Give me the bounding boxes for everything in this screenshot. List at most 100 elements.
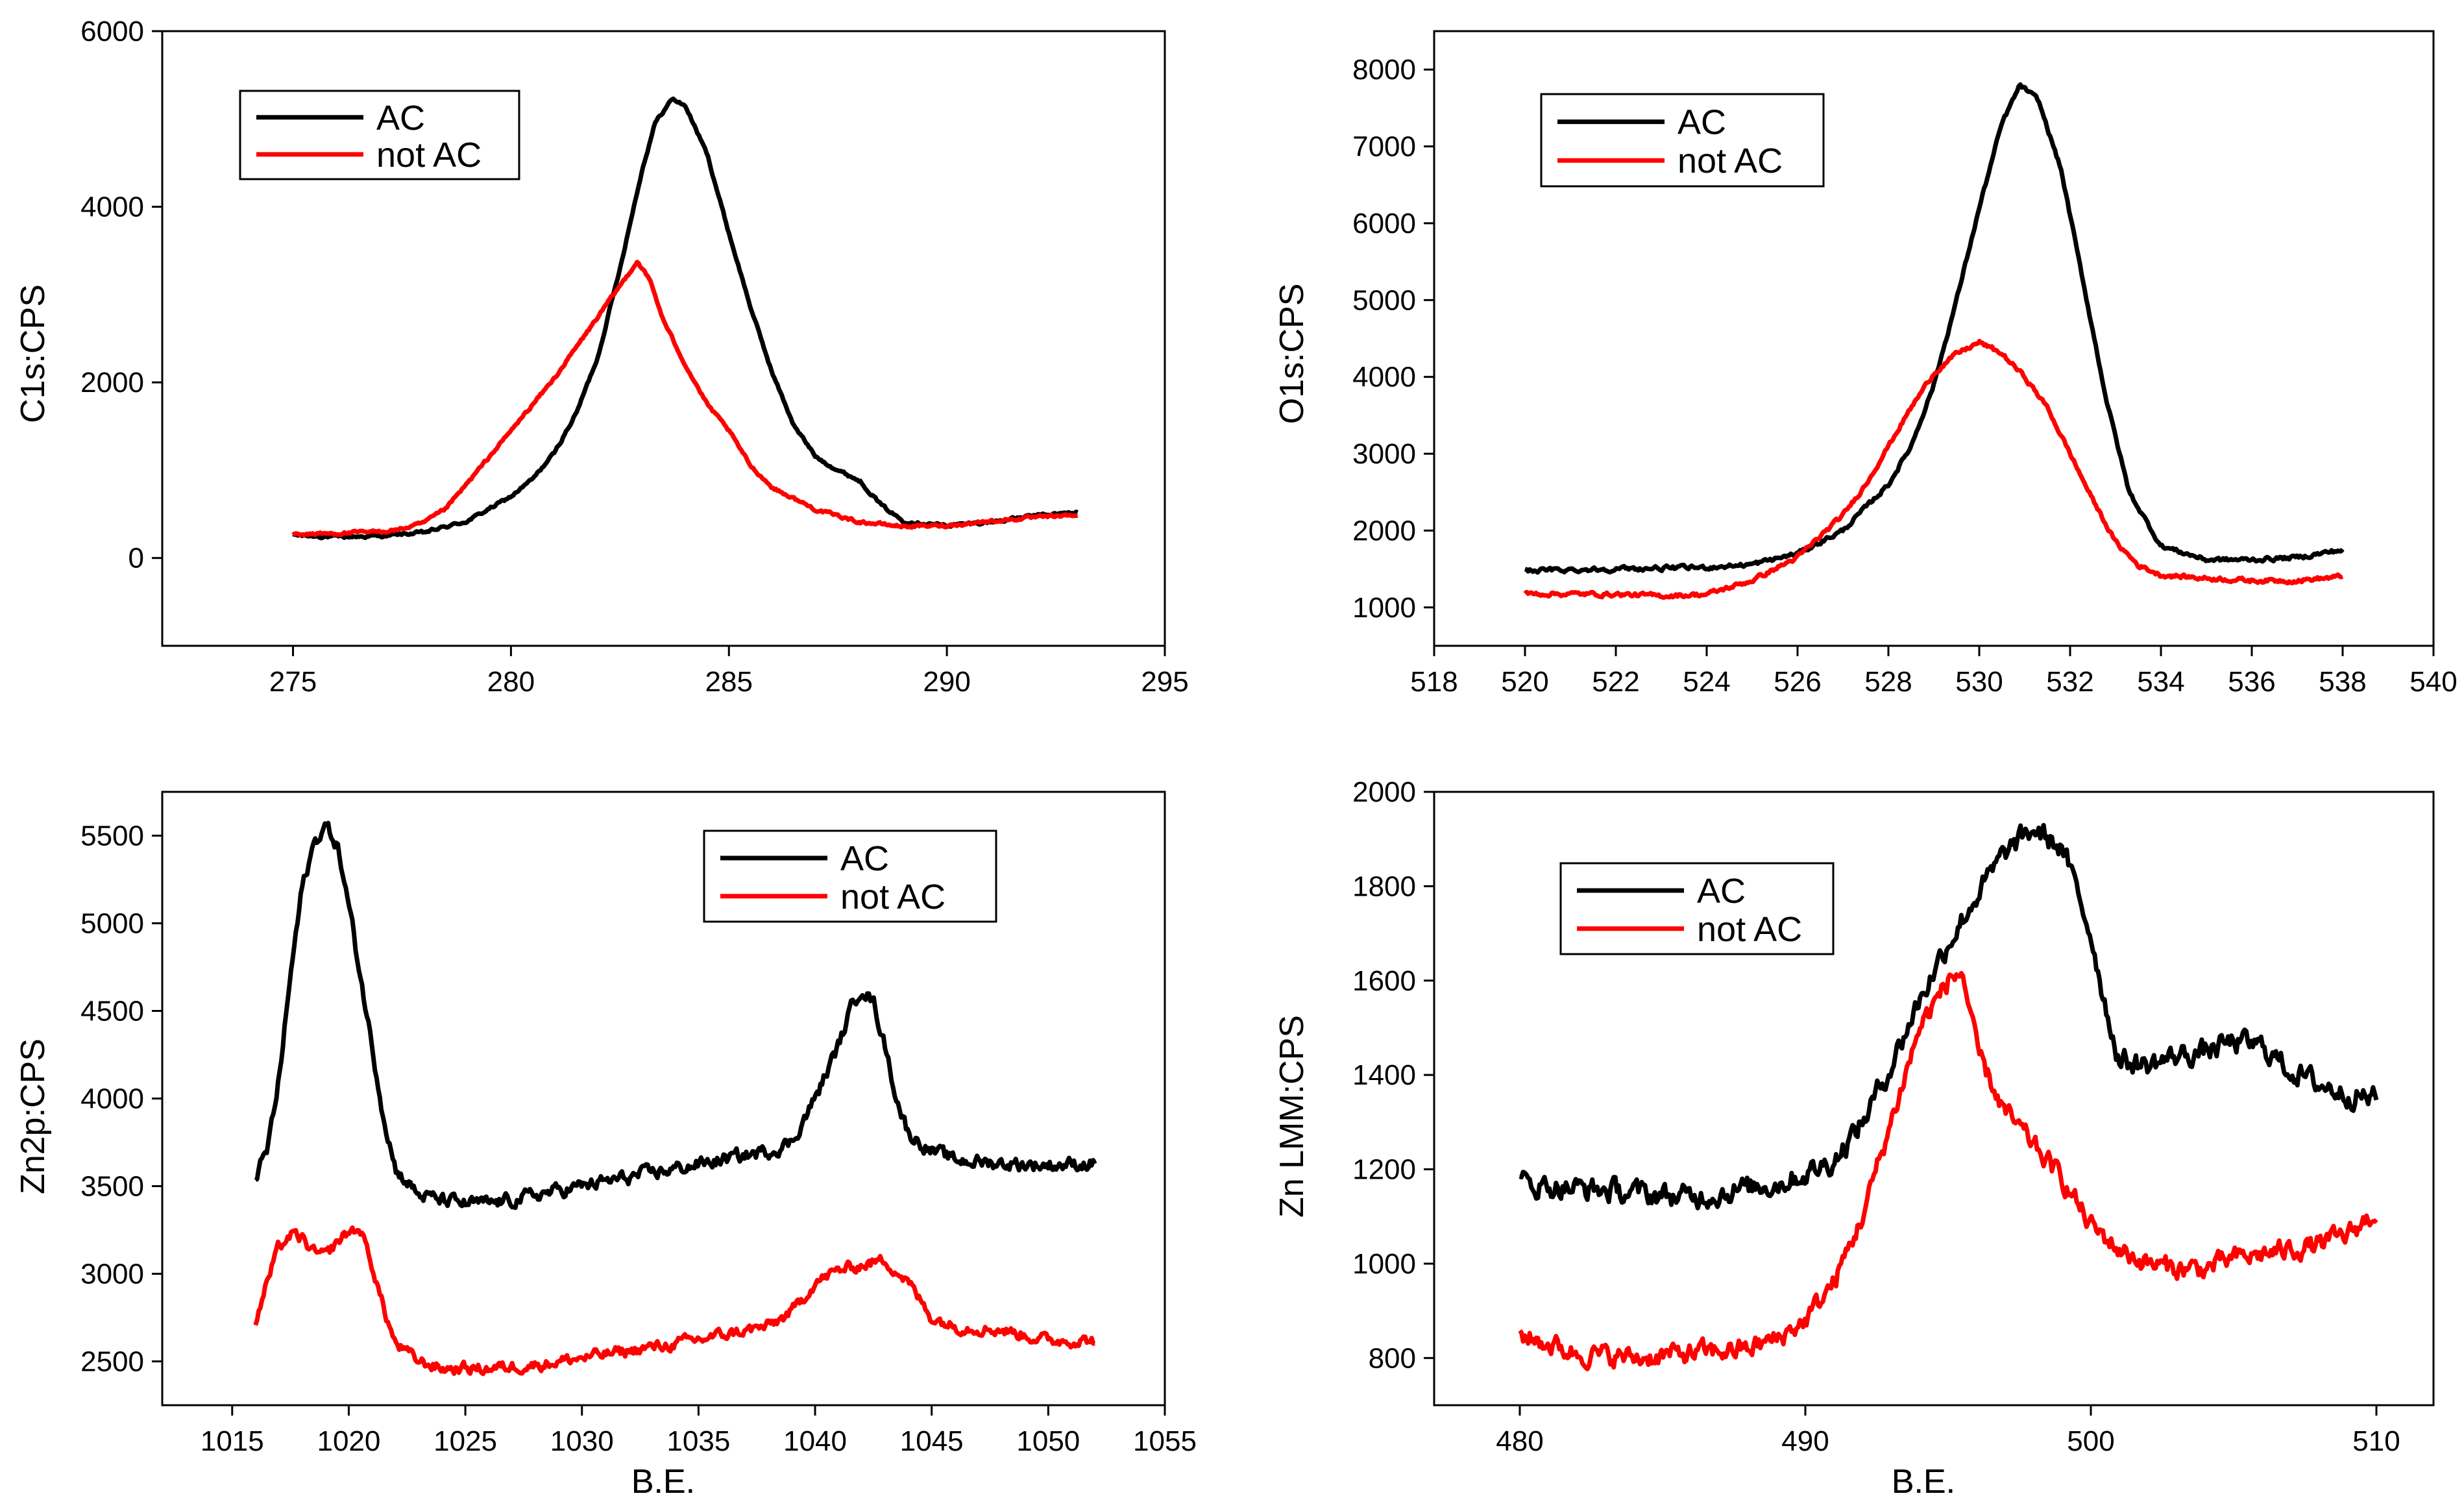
panel-o1s: 518 520 522 524 526 528 530 532 534 536 538 540 1000… [1273,30,2458,1501]
c1s-x-tick-label: 275 [269,666,317,698]
c1s-y-tick-label: 0 [128,543,144,574]
zn2p-legend-label-ac: AC [840,839,889,878]
zn2p-x-tick-label: 1025 [433,1425,497,1457]
o1s-plot-area: 518 520 522 524 526 528 530 532 534 536 538 540 1000… [1352,30,2458,698]
c1s-y-tick-label: 4000 [80,191,144,223]
zn2p-x-tick-label: 1050 [1016,1425,1080,1457]
o1s-x-tick-label: 530 [1955,666,2003,698]
c1s-x-tick-label: 295 [1141,666,1188,698]
o1s-x-tick-label: 534 [2137,666,2184,698]
zn2p-y-tick-label: 2500 [80,1346,144,1378]
o1s-y-tick-label: 6000 [1352,208,1416,240]
zn2p-x-tick-label: 1020 [317,1425,380,1457]
znlmm-y-tick-label: 2000 [1352,776,1416,808]
c1s-x-tick-label: 280 [487,666,535,698]
zn2p-x-tick-label: 1045 [900,1425,964,1457]
zn2p-x-tick-label: 1030 [550,1425,614,1457]
znlmm-y-tick-label: 1600 [1352,965,1416,997]
zn2p-y-tick-label: 4500 [80,996,144,1027]
c1s-series-not-ac-line [291,260,1079,537]
o1s-legend-box [1540,93,1825,188]
zn2p-y-tick-label: 4000 [80,1083,144,1115]
znlmm-y-tick-label: 800 [1369,1342,1416,1374]
o1s-y-tick-label: 3000 [1352,438,1416,470]
o1s-x-tick-label: 526 [1774,666,1821,698]
znlmm-plot-frame [1433,791,2435,1407]
o1s-x-tick-label: 536 [2228,666,2275,698]
znlmm-x-tick-label: 510 [2352,1425,2400,1457]
znlmm-y-axis-title: Zn LMM:CPS [1273,1015,1311,1218]
znlmm-legend-box [1559,862,1835,955]
o1s-series-not-ac-line [1523,339,2344,600]
zn2p-x-tick-label: 1035 [666,1425,730,1457]
o1s-x-tick-label: 520 [1501,666,1548,698]
zn2p-x-axis-title: B.E. [631,1463,695,1501]
o1s-x-tick-label: 540 [2409,666,2457,698]
zn2p-x-tick-label: 1055 [1133,1425,1197,1457]
o1s-x-tick-label: 532 [2046,666,2093,698]
znlmm-x-axis-title: B.E. [1892,1463,1955,1501]
zn2p-legend-label-not-ac: not AC [840,878,945,916]
o1s-legend-label-not-ac: not AC [1677,141,1783,180]
o1s-x-tick-label: 522 [1592,666,1639,698]
znlmm-legend-label-ac: AC [1697,872,1746,911]
znlmm-series-not-ac-line [1518,970,2378,1371]
o1s-y-tick-label: 5000 [1352,284,1416,316]
o1s-x-tick-label: 538 [2319,666,2366,698]
o1s-y-tick-label: 8000 [1352,54,1416,86]
o1s-plot-frame [1433,30,2435,647]
o1s-series-ac-line [1524,82,2345,575]
znlmm-y-tick-label: 1800 [1352,870,1416,902]
zn2p-y-tick-label: 5500 [80,820,144,852]
znlmm-y-tick-label: 1200 [1352,1154,1416,1186]
zn2p-series-not-ac-line [253,1225,1096,1377]
zn2p-y-tick-label: 3000 [80,1259,144,1290]
znlmm-plot-area: 480 490 500 510 800 1000 1200 1400 1600 1800 2000 A… [1352,776,2435,1457]
o1s-y-axis-title: O1s:CPS [1273,284,1311,424]
zn2p-y-tick-label: 5000 [80,908,144,940]
c1s-legend-box [239,90,520,180]
c1s-x-axis-title: B.E. [631,1463,695,1501]
panel-zn2p: 1015 1020 1025 1030 1035 1040 1045 1050 1055 2500… [14,791,1197,1501]
o1s-y-tick-label: 7000 [1352,131,1416,163]
c1s-x-tick-label: 290 [923,666,970,698]
znlmm-x-tick-label: 490 [1781,1425,1829,1457]
znlmm-y-tick-label: 1400 [1352,1059,1416,1091]
c1s-legend-label-not-ac: not AC [376,136,482,175]
o1s-legend-label-ac: AC [1677,103,1726,142]
o1s-x-tick-label: 524 [1683,666,1730,698]
znlmm-y-tick-label: 1000 [1352,1248,1416,1280]
znlmm-legend-label-not-ac: not AC [1697,910,1802,949]
panel-znlmm: 480 490 500 510 800 1000 1200 1400 1600 1800 2000 A… [1273,776,2435,1501]
znlmm-series-ac-line [1519,822,2379,1210]
zn2p-y-axis-title: Zn2p:CPS [14,1038,52,1194]
c1s-x-tick-label: 285 [705,666,753,698]
zn2p-x-tick-label: 1040 [783,1425,847,1457]
c1s-legend-label-ac: AC [376,99,425,138]
zn2p-plot-area: 1015 1020 1025 1030 1035 1040 1045 1050 1055 2500… [80,791,1197,1457]
c1s-y-tick-label: 2000 [80,367,144,399]
o1s-x-tick-label: 518 [1410,666,1458,698]
c1s-plot-frame [161,30,1166,647]
c1s-y-axis-title: C1s:CPS [14,284,52,423]
zn2p-series-ac-line [254,820,1097,1210]
o1s-x-axis-title: B.E. [1892,1463,1955,1501]
o1s-y-tick-label: 4000 [1352,362,1416,393]
o1s-y-tick-label: 1000 [1352,592,1416,624]
o1s-x-tick-label: 528 [1864,666,1912,698]
c1s-y-tick-label: 6000 [80,16,144,47]
zn2p-legend-box [703,829,997,923]
zn2p-x-tick-label: 1015 [201,1425,264,1457]
znlmm-x-tick-label: 500 [2067,1425,2114,1457]
znlmm-x-tick-label: 480 [1496,1425,1543,1457]
zn2p-y-tick-label: 3500 [80,1171,144,1203]
o1s-y-tick-label: 2000 [1352,515,1416,547]
